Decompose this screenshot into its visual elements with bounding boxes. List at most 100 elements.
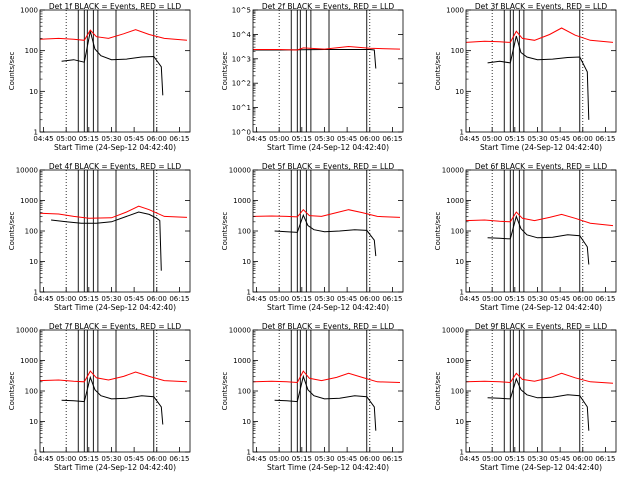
panel-1-ytick-label-2: 10: [29, 88, 38, 96]
panel-8-xtick-label-2: 05:00: [269, 455, 289, 463]
panel-6-title: Det 6f BLACK = Events, RED = LLD: [475, 162, 608, 171]
panel-1-ytick-label-1: 1: [34, 129, 38, 137]
panel-4-ylabel: Counts/sec: [8, 212, 16, 251]
panel-9-xtick-label-6: 06:00: [573, 455, 593, 463]
panel-7-ytick-label-5: 10000: [16, 327, 38, 335]
panel-5-lld-series: [253, 208, 401, 218]
panel-2-ytick-label-5: 10^4: [232, 31, 252, 39]
panel-6-xtick-label-2: 05:00: [482, 295, 502, 303]
panel-6-xtick-label-6: 06:00: [573, 295, 593, 303]
panel-2-ytick-label-3: 10^2: [232, 80, 251, 88]
panel-7-xtick-label-3: 05:15: [79, 455, 99, 463]
panel-9: Det 9f BLACK = Events, RED = LLD 1 10 100 10…: [434, 322, 617, 472]
panel-2-xtick-label-2: 05:00: [269, 135, 289, 143]
panel-7-ytick-label-2: 10: [29, 418, 38, 426]
panel-3-ytick-label-4: 1000: [446, 7, 464, 15]
panel-8-ylabel: Counts/sec: [221, 372, 229, 411]
panel-7: Det 7f BLACK = Events, RED = LLD 1 10 100 10…: [8, 322, 191, 472]
panel-8-frame: [252, 329, 404, 453]
panel-2-title: Det 2f BLACK = Events, RED = LLD: [262, 2, 395, 11]
panel-1-ytick-label-4: 1000: [20, 7, 38, 15]
panel-9-ytick-label-3: 100: [451, 388, 464, 396]
panel-7-frame: [39, 329, 191, 453]
panel-8-ytick-label-2: 10: [242, 418, 251, 426]
panel-2-ytick-label-6: 10^5: [232, 7, 251, 15]
panel-4-ytick-label-4: 1000: [20, 197, 38, 205]
panel-5-ytick-label-3: 100: [238, 228, 251, 236]
panel-5-xtick-label-7: 06:15: [382, 295, 402, 303]
panel-1-xtick-label-3: 05:15: [79, 135, 99, 143]
panel-6-events-series: [487, 214, 590, 265]
panel-1-xtick-label-1: 04:45: [33, 135, 53, 143]
panel-1-frame: [39, 9, 191, 133]
panel-1-xlabel: Start Time (24-Sep-12 04:42:40): [54, 143, 176, 152]
panel-8-xtick-label-5: 05:45: [337, 455, 357, 463]
panel-8-lld-series: [253, 370, 401, 384]
panel-7-xtick-label-1: 04:45: [33, 455, 53, 463]
panel-4-ytick-label-5: 10000: [16, 167, 38, 175]
panel-9-ytick-label-2: 10: [455, 418, 464, 426]
panel-9-xtick-label-2: 05:00: [482, 455, 502, 463]
panel-7-plot-area: [40, 330, 188, 452]
panel-3-xtick-label-5: 05:45: [550, 135, 570, 143]
panel-4-events-series: [51, 211, 162, 271]
panel-5-xtick-label-2: 05:00: [269, 295, 289, 303]
panel-7-xtick-label-7: 06:15: [169, 455, 189, 463]
panel-8-xlabel: Start Time (24-Sep-12 04:42:40): [267, 463, 389, 472]
panel-3-xtick-label-3: 05:15: [505, 135, 525, 143]
panel-5-xtick-label-4: 05:30: [314, 295, 334, 303]
panel-8-xtick-label-7: 06:15: [382, 455, 402, 463]
panel-6-xtick-label-5: 05:45: [550, 295, 570, 303]
panel-6: Det 6f BLACK = Events, RED = LLD 1 10 100 10…: [434, 162, 617, 312]
panel-9-ylabel: Counts/sec: [434, 372, 442, 411]
panel-2-xtick-label-3: 05:15: [292, 135, 312, 143]
panel-8-xtick-label-3: 05:15: [292, 455, 312, 463]
panel-5-xtick-label-3: 05:15: [292, 295, 312, 303]
panel-4-plot-area: [40, 170, 188, 292]
panel-6-xtick-label-7: 06:15: [595, 295, 615, 303]
panel-1-ylabel: Counts/sec: [8, 52, 16, 91]
panel-2-xtick-label-5: 05:45: [337, 135, 357, 143]
panel-6-ylabel: Counts/sec: [434, 212, 442, 251]
panel-7-xtick-label-4: 05:30: [101, 455, 121, 463]
panel-2-lld-series: [253, 45, 401, 51]
panel-2: Det 2f BLACK = Events, RED = LLD 10^0 10^1…: [221, 2, 404, 152]
panel-1-xtick-label-4: 05:30: [101, 135, 121, 143]
panel-4-lld-series: [40, 205, 188, 219]
panel-8-xtick-label-6: 06:00: [360, 455, 380, 463]
panel-2-ytick-label-4: 10^3: [232, 55, 251, 63]
panel-2-events-series: [253, 49, 377, 69]
panel-3-xlabel: Start Time (24-Sep-12 04:42:40): [480, 143, 602, 152]
panel-4-xtick-label-7: 06:15: [169, 295, 189, 303]
panel-7-xlabel: Start Time (24-Sep-12 04:42:40): [54, 463, 176, 472]
panel-3-plot-area: [466, 10, 614, 132]
panel-4-xtick-label-4: 05:30: [101, 295, 121, 303]
panel-5-ytick-label-2: 10: [242, 258, 251, 266]
panel-3-xtick-label-7: 06:15: [595, 135, 615, 143]
panel-6-xtick-label-1: 04:45: [459, 295, 479, 303]
panel-7-xtick-label-6: 06:00: [147, 455, 167, 463]
panel-5-ytick-label-4: 1000: [233, 197, 251, 205]
panel-9-ytick-label-1: 1: [460, 449, 464, 457]
panel-8-events-series: [274, 374, 377, 431]
panel-4-ytick-label-3: 100: [25, 228, 38, 236]
panel-7-xtick-label-5: 05:45: [124, 455, 144, 463]
panel-8-plot-area: [253, 330, 401, 452]
panel-5: Det 5f BLACK = Events, RED = LLD 1 10 100 10…: [221, 162, 404, 312]
panel-5-xtick-label-6: 06:00: [360, 295, 380, 303]
panel-7-ytick-label-1: 1: [34, 449, 38, 457]
panel-8-ytick-label-4: 1000: [233, 357, 251, 365]
panel-1-xtick-label-5: 05:45: [124, 135, 144, 143]
panel-5-xlabel: Start Time (24-Sep-12 04:42:40): [267, 303, 389, 312]
panel-8: Det 8f BLACK = Events, RED = LLD 1 10 100 10…: [221, 322, 404, 472]
panel-2-frame: [252, 9, 404, 133]
panel-4-xlabel: Start Time (24-Sep-12 04:42:40): [54, 303, 176, 312]
panel-6-xtick-label-3: 05:15: [505, 295, 525, 303]
panel-6-frame: [465, 169, 617, 293]
panel-9-plot-area: [466, 330, 614, 452]
panel-1-plot-area: [40, 10, 188, 132]
panel-2-xtick-label-1: 04:45: [246, 135, 266, 143]
panel-7-lld-series: [40, 370, 188, 383]
panel-3-lld-series: [466, 27, 614, 43]
panel-5-xtick-label-1: 04:45: [246, 295, 266, 303]
